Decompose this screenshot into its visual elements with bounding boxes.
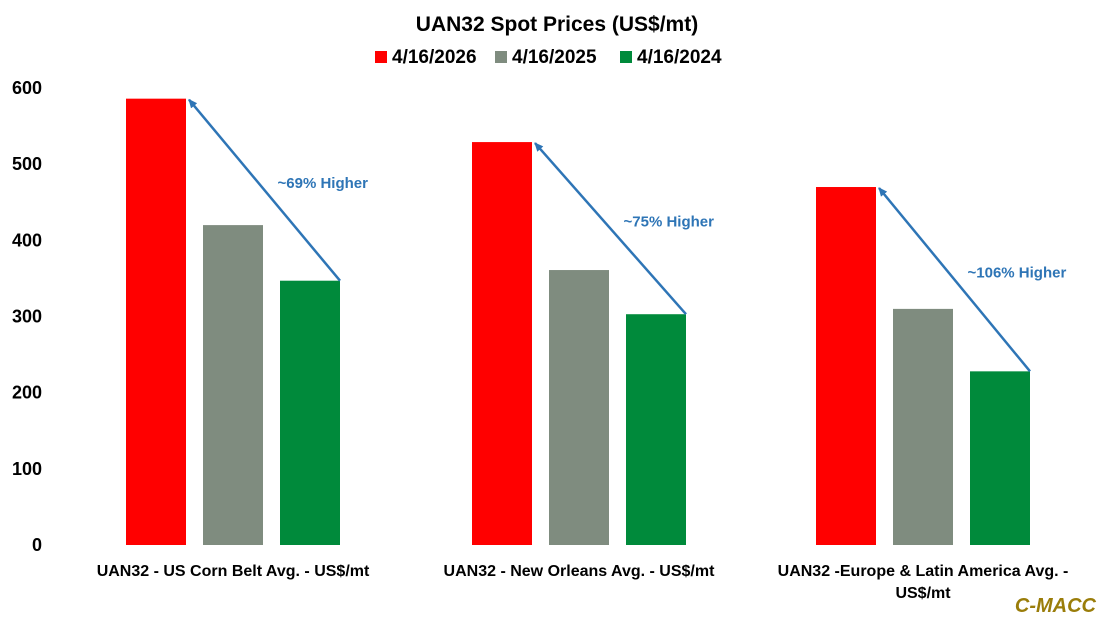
annotations: ~69% Higher ~75% Higher ~106% Higher [188,98,1067,373]
legend: 4/16/2026 4/16/2025 4/16/2024 [375,47,722,68]
y-tick-label: 300 [12,307,42,327]
legend-label-0: 4/16/2026 [392,47,477,68]
legend-swatch-0 [375,51,387,63]
x-category-label: UAN32 -Europe & Latin America Avg. - [778,563,1069,580]
bar-2-2 [970,371,1030,545]
y-tick-label: 100 [12,459,42,479]
watermark-text: C-MACC [1015,595,1097,617]
annotation-arrow [878,187,1031,373]
x-category-label: UAN32 - US Corn Belt Avg. - US$/mt [97,563,370,580]
y-tick-label: 0 [32,535,42,555]
bar-2-1 [893,308,953,545]
annotation-arrow [534,142,687,316]
x-axis: UAN32 - US Corn Belt Avg. - US$/mt UAN32 … [97,563,1069,602]
legend-swatch-2 [620,51,632,63]
annotation-arrow [188,98,341,282]
chart-title: UAN32 Spot Prices (US$/mt) [416,13,698,36]
y-axis: 0 100 200 300 400 500 600 [12,78,42,555]
bar-0-1 [203,225,263,545]
legend-label-1: 4/16/2025 [512,47,597,68]
y-tick-label: 200 [12,383,42,403]
legend-label-2: 4/16/2024 [637,47,722,68]
bars [126,98,1030,545]
x-category-label: US$/mt [895,585,951,602]
annotation-label: ~69% Higher [278,175,369,192]
bar-1-2 [626,314,686,545]
bar-1-1 [549,270,609,545]
bar-0-0 [126,98,186,545]
bar-2-0 [816,187,876,545]
y-tick-label: 600 [12,78,42,98]
annotation-label: ~75% Higher [624,214,715,231]
y-tick-label: 400 [12,230,42,250]
bar-0-2 [280,280,340,545]
annotation-label: ~106% Higher [968,265,1067,282]
legend-swatch-1 [495,51,507,63]
x-category-label: UAN32 - New Orleans Avg. - US$/mt [444,563,716,580]
y-tick-label: 500 [12,154,42,174]
bar-1-0 [472,142,532,545]
